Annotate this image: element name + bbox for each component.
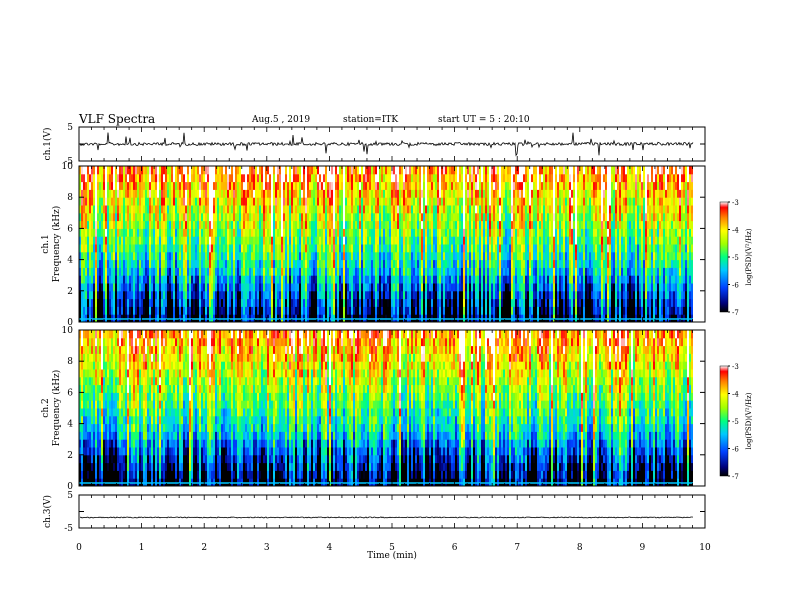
- ch2-spectrogram-panel-colorbar-tick: -4: [732, 391, 739, 399]
- ch2-spectrogram-panel-colorbar-tick: -6: [732, 446, 739, 454]
- ch1-spectrogram-panel-colorbar-tick: -3: [732, 199, 739, 207]
- station-label: station=ITK: [343, 115, 399, 125]
- ch1-spectrogram-panel-colorbar-tick: -7: [732, 309, 739, 317]
- chart-title: VLF Spectra: [79, 112, 156, 126]
- ch2-spectrogram-panel-ytick-label: 6: [67, 388, 73, 398]
- ch2-spectrogram-panel-ytick-label: 4: [67, 420, 73, 430]
- ch1-spectrogram-panel-cells: [79, 166, 693, 322]
- ch3-waveform-panel: [78, 494, 706, 529]
- xtick-label: 8: [577, 543, 583, 553]
- ch1-spectrogram-panel-ytick-label: 6: [67, 224, 73, 234]
- ch3-waveform-panel-trace: [79, 516, 694, 519]
- ch2-spectrogram-panel-ytick-label: 10: [62, 326, 74, 336]
- ch1-spectrogram-panel-colorbar: [719, 201, 729, 313]
- ch1-spectrogram-panel-ytick-label: 8: [67, 193, 73, 203]
- ch2-spectrogram-panel: [78, 329, 730, 487]
- xtick-label: 10: [699, 543, 711, 553]
- ch2-spectrogram-panel-colorbar-tick: -7: [732, 473, 739, 481]
- ch1-spectrogram-panel-ytick-label: 4: [67, 256, 73, 266]
- ch3-waveform-panel-ylabel: ch.3(V): [42, 495, 53, 528]
- ch3-waveform-panel-ytick-top: 5: [67, 491, 73, 501]
- ch1-waveform-panel-ytick-top: 5: [67, 123, 73, 133]
- ch2-spectrogram-panel-cells: [79, 330, 693, 486]
- xtick-label: 5: [389, 543, 395, 553]
- ch2-spectrogram-panel-ylabel-frequency: Frequency (kHz): [51, 370, 62, 447]
- ch2-spectrogram-panel-ytick-label: 2: [67, 451, 73, 461]
- xtick-label: 0: [76, 543, 82, 553]
- xtick-label: 4: [327, 543, 333, 553]
- xtick-label: 9: [640, 543, 646, 553]
- ch1-spectrogram-panel-ylabel-channel: ch.1: [41, 234, 51, 253]
- ch2-spectrogram-panel-colorbar: [719, 365, 729, 477]
- xtick-label: 3: [264, 543, 270, 553]
- ch2-spectrogram-panel-colorbar-label: log(PSD)(V²/Hz): [745, 392, 753, 449]
- ch2-spectrogram-panel-ylabel-channel: ch.2: [41, 398, 51, 417]
- ch1-spectrogram-panel-ytick-label: 10: [62, 162, 74, 172]
- ch1-spectrogram-panel-ylabel-frequency: Frequency (kHz): [51, 206, 62, 283]
- xtick-label: 2: [201, 543, 207, 553]
- ch1-waveform-panel: [78, 126, 706, 162]
- ch1-spectrogram-panel-ytick-label: 0: [67, 318, 73, 328]
- ch3-waveform-panel-ytick-bottom: -5: [64, 524, 73, 534]
- ch1-spectrogram-panel-colorbar-tick: -6: [732, 282, 739, 290]
- ch1-spectrogram-panel-ytick-label: 2: [67, 287, 73, 297]
- ch2-spectrogram-panel-colorbar-tick: -5: [732, 418, 739, 426]
- ch1-waveform-panel-ylabel: ch.1(V): [42, 128, 53, 161]
- xtick-label: 7: [514, 543, 520, 553]
- xtick-label: 6: [452, 543, 458, 553]
- ch1-spectrogram-panel-colorbar-tick: -5: [732, 254, 739, 262]
- date-label: Aug.5 , 2019: [252, 115, 311, 125]
- ch1-waveform-panel-frame: [78, 126, 706, 162]
- ch1-spectrogram-panel-colorbar-tick: -4: [732, 227, 739, 235]
- ch1-waveform-panel-trace: [79, 132, 694, 157]
- ch1-waveform-panel-ytick-bottom: -5: [64, 157, 73, 167]
- x-axis-label: Time (min): [367, 550, 417, 561]
- ch1-spectrogram-panel-colorbar-label: log(PSD)(V²/Hz): [745, 228, 753, 285]
- ch1-spectrogram-panel: [78, 165, 730, 323]
- ch2-spectrogram-panel-colorbar-tick: -3: [732, 363, 739, 371]
- ch2-spectrogram-panel-ytick-label: 8: [67, 357, 73, 367]
- ch2-spectrogram-panel-ytick-label: 0: [67, 482, 73, 492]
- xtick-label: 1: [139, 543, 145, 553]
- start-time-label: start UT = 5 : 20:10: [438, 115, 530, 125]
